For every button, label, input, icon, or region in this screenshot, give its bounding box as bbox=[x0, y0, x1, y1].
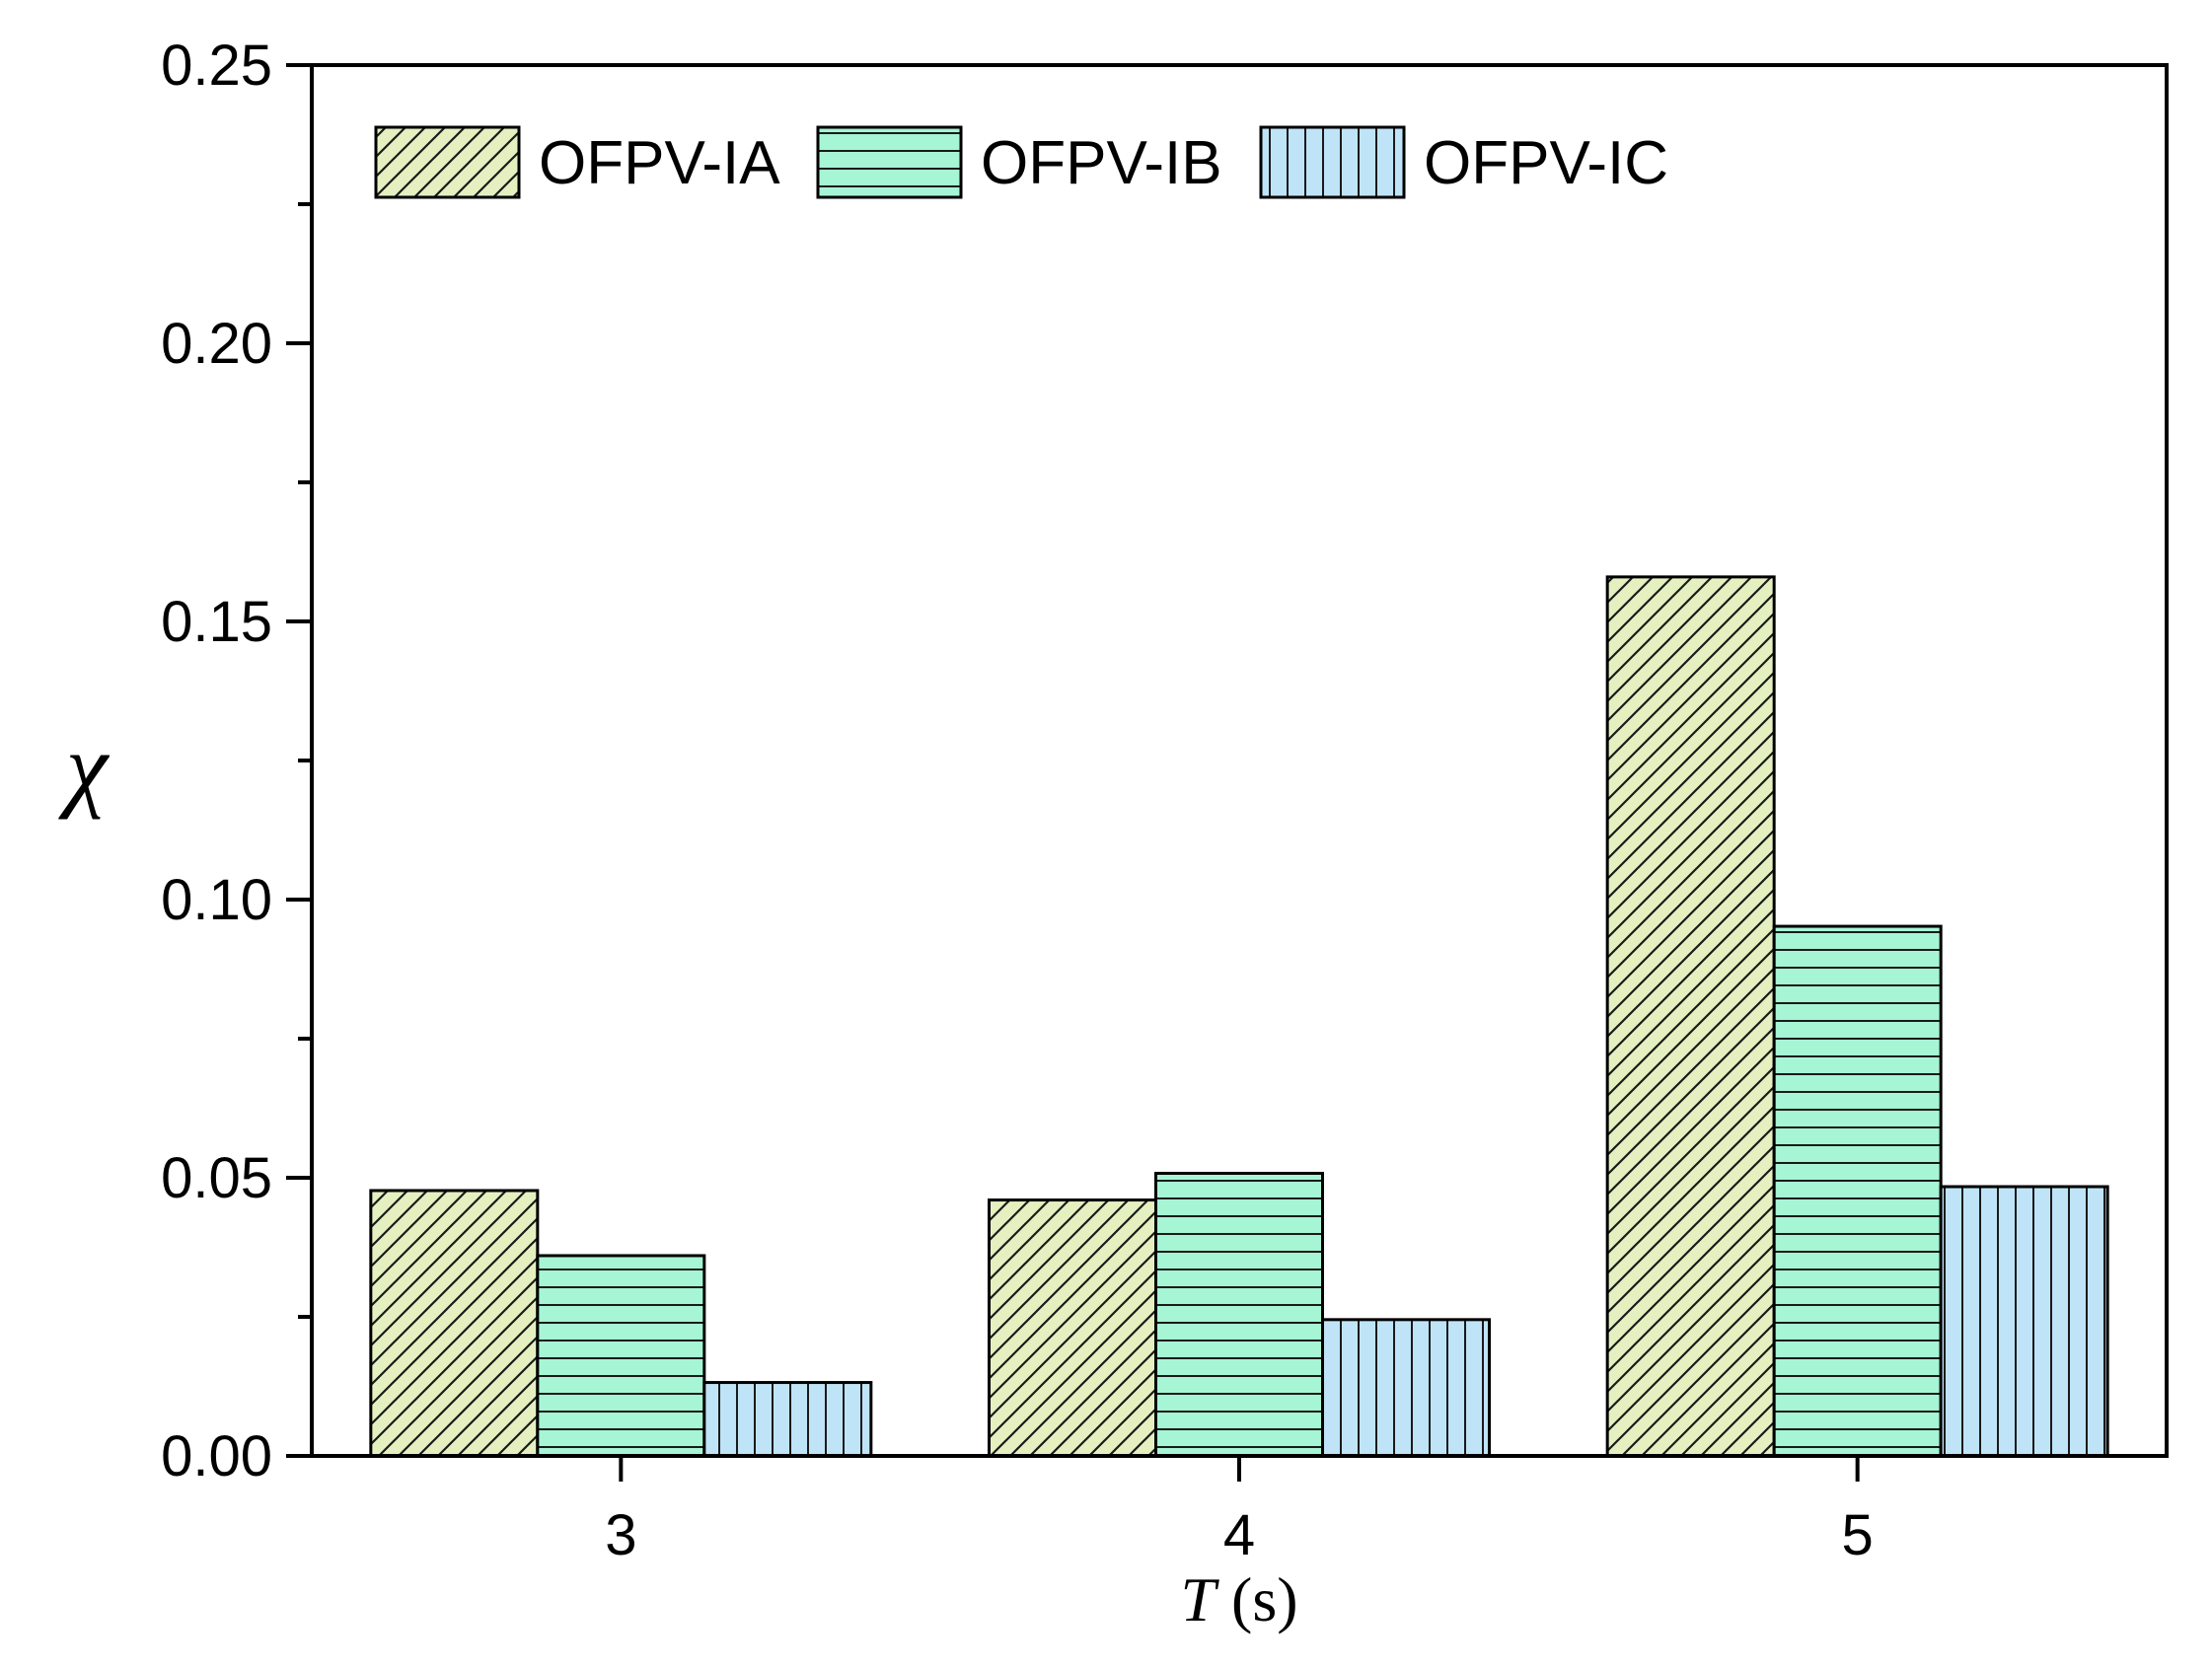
legend-label-ofpv-ia: OFPV-IA bbox=[539, 129, 780, 197]
bar-ofpv-ic-t3 bbox=[702, 1381, 873, 1458]
y-axis-title: χ bbox=[58, 714, 111, 820]
x-tick-label: 3 bbox=[605, 1503, 636, 1567]
bar-ofpv-ib-t5 bbox=[1772, 924, 1943, 1458]
bar-ofpv-ia-t3 bbox=[369, 1189, 540, 1458]
x-axis-title: T (s) bbox=[1180, 1564, 1297, 1634]
y-tick-label: 0.05 bbox=[161, 1146, 272, 1210]
y-tick-label: 0.25 bbox=[161, 34, 272, 98]
x-axis-title-variable: T bbox=[1180, 1564, 1219, 1634]
bars bbox=[369, 575, 2109, 1458]
y-tick-label: 0.20 bbox=[161, 312, 272, 376]
y-tick-label: 0.00 bbox=[161, 1424, 272, 1488]
y-axis: 0.00 0.05 0.10 0.15 0.20 0.25 bbox=[161, 34, 312, 1488]
x-tick-label: 5 bbox=[1842, 1503, 1874, 1567]
x-axis: 3 4 5 bbox=[605, 1456, 1874, 1567]
legend-swatch-ofpv-ic bbox=[1259, 125, 1406, 199]
bar-ofpv-ic-t4 bbox=[1321, 1318, 1491, 1458]
plot-frame bbox=[310, 63, 2169, 1458]
x-axis-title-unit: (s) bbox=[1216, 1564, 1298, 1634]
legend: OFPV-IA OFPV-IB OFPV-IC bbox=[374, 125, 1668, 199]
bar-ofpv-ib-t4 bbox=[1154, 1171, 1324, 1458]
bar-ofpv-ia-t4 bbox=[988, 1198, 1157, 1458]
x-tick-label: 4 bbox=[1223, 1503, 1255, 1567]
bar-ofpv-ia-t5 bbox=[1605, 575, 1776, 1458]
bar-ofpv-ic-t5 bbox=[1939, 1185, 2109, 1458]
legend-label-ofpv-ib: OFPV-IB bbox=[981, 129, 1222, 197]
y-tick-label: 0.10 bbox=[161, 868, 272, 932]
y-tick-label: 0.15 bbox=[161, 590, 272, 654]
bar-ofpv-ib-t3 bbox=[536, 1254, 706, 1458]
legend-label-ofpv-ic: OFPV-IC bbox=[1424, 129, 1668, 197]
legend-swatch-ofpv-ib bbox=[816, 125, 963, 199]
legend-swatch-ofpv-ia bbox=[374, 125, 521, 199]
